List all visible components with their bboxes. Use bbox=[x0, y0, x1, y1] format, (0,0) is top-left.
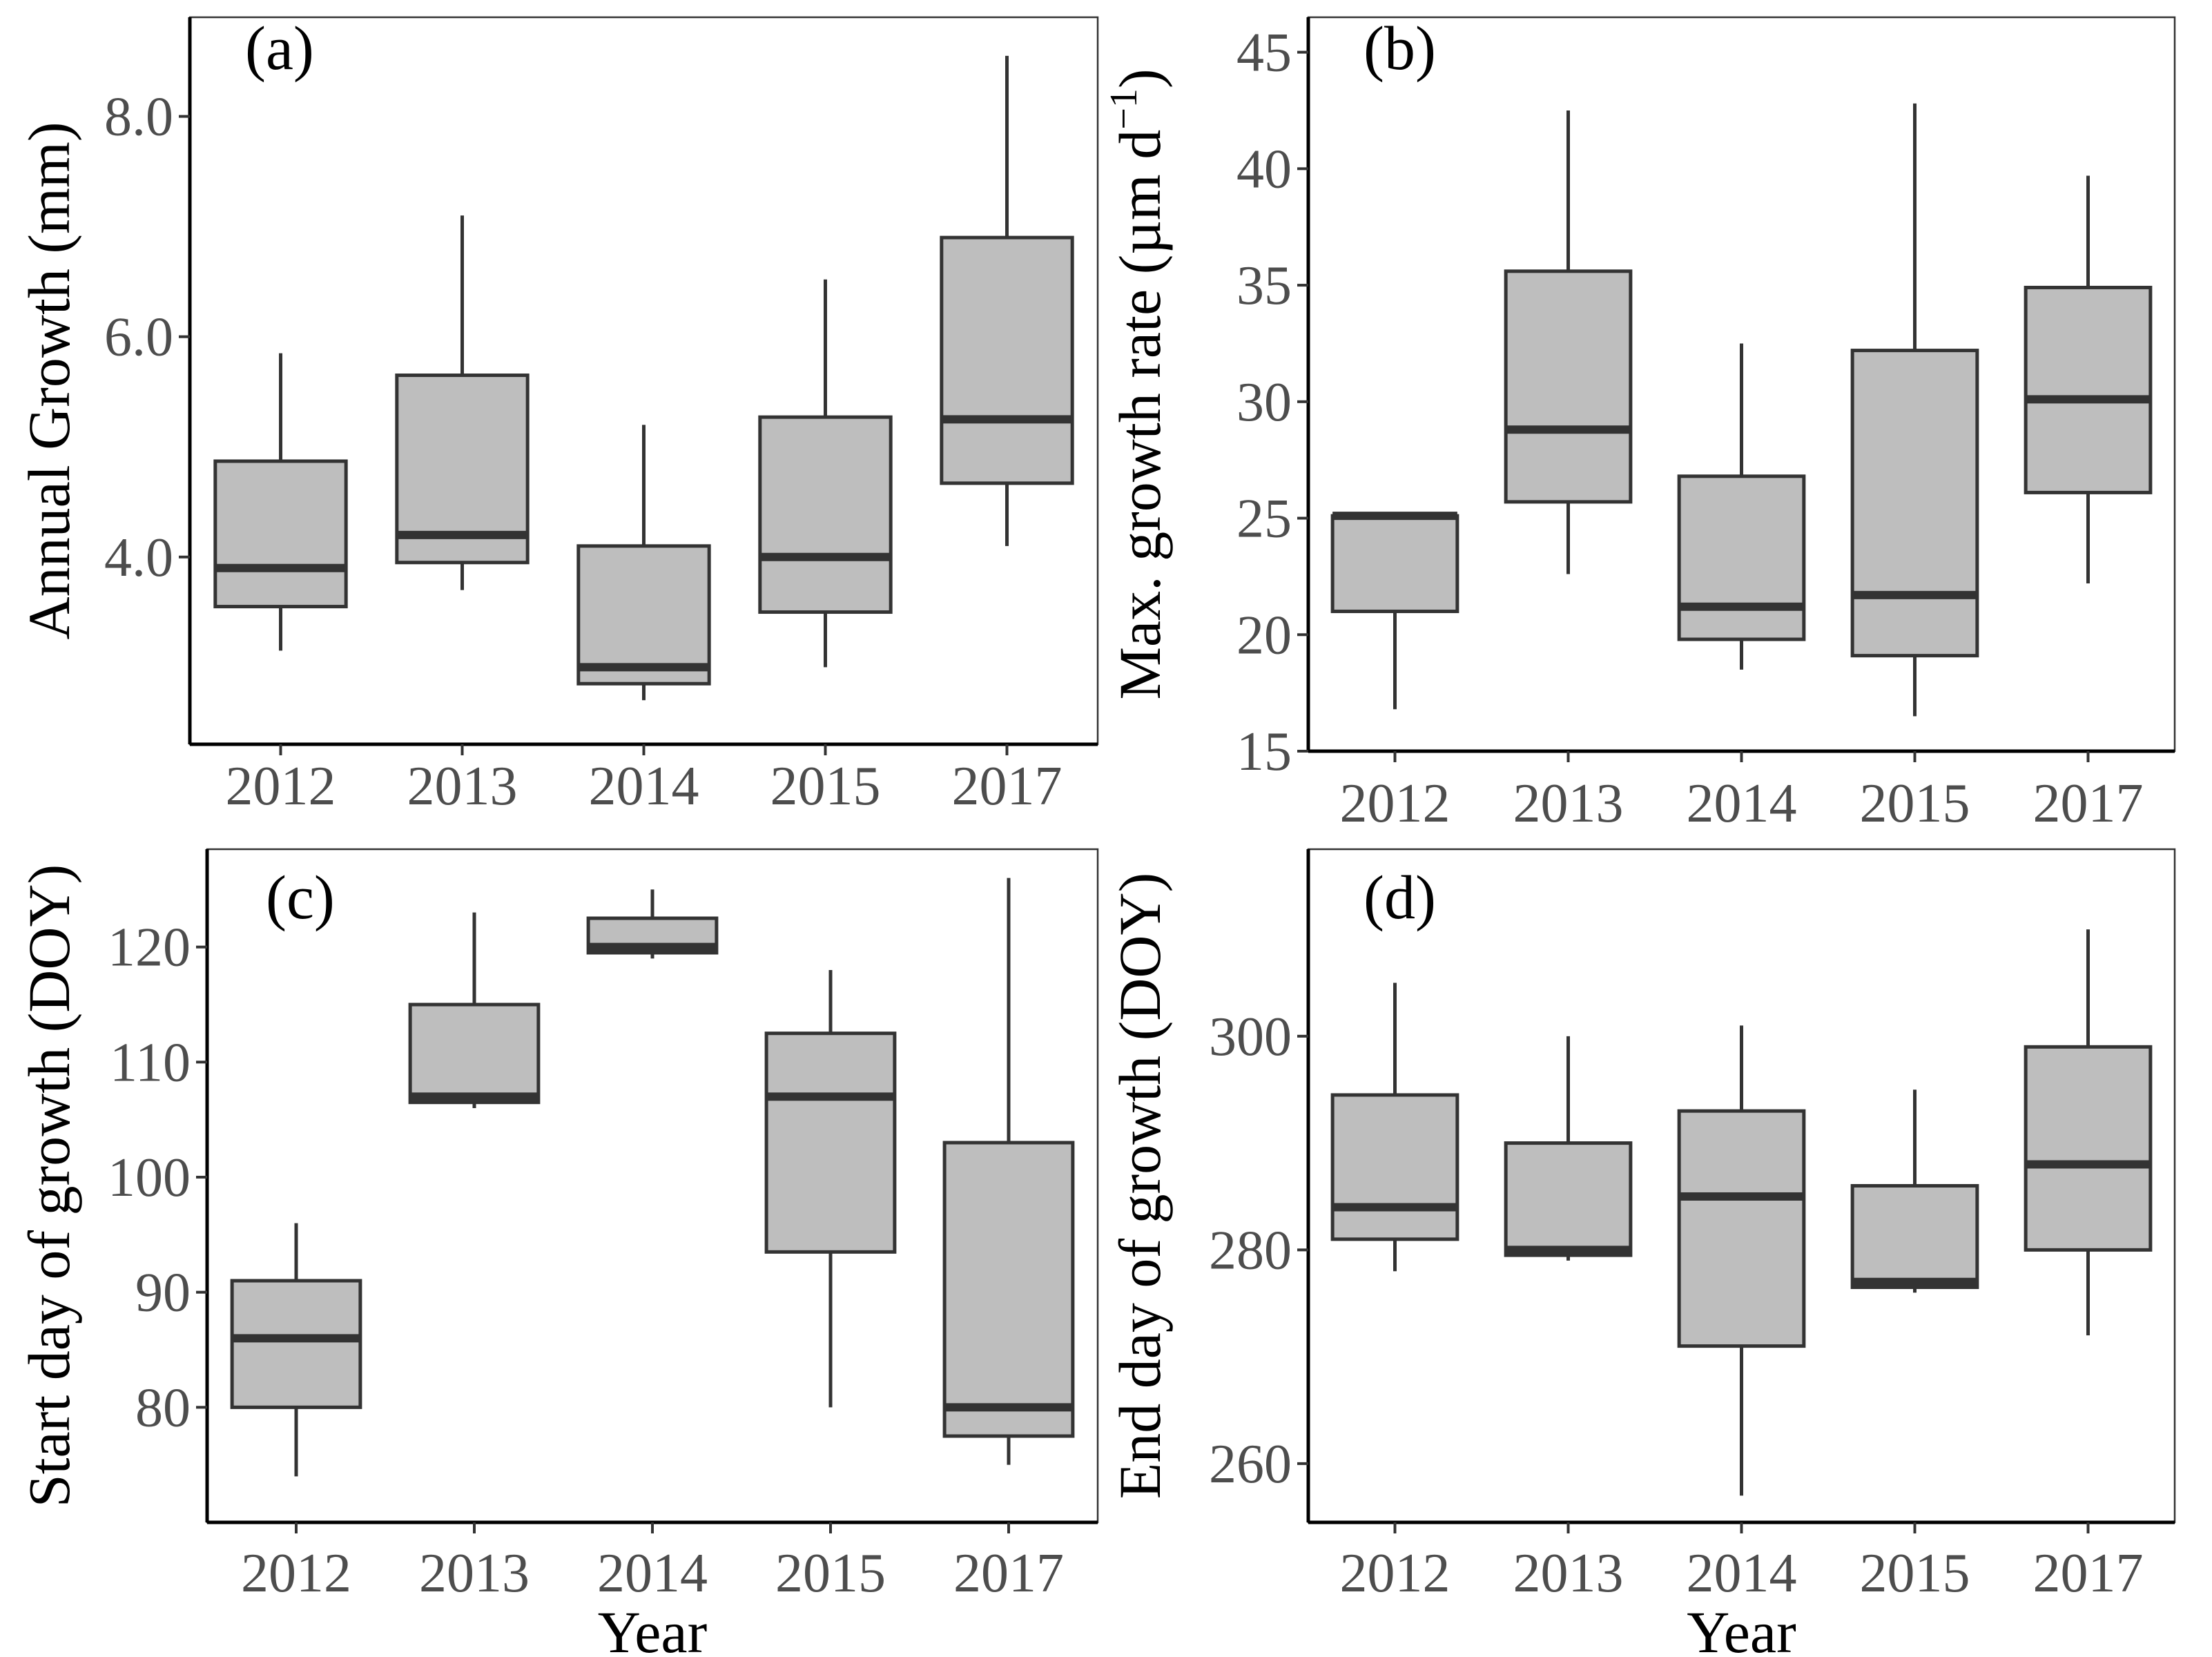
box-2015 bbox=[764, 970, 897, 1408]
box-iqr bbox=[1677, 474, 1806, 641]
y-axis-title-main: Max. growth rate (µm d bbox=[1107, 130, 1173, 700]
y-tick-label: 20 bbox=[1236, 605, 1292, 666]
box-iqr bbox=[213, 459, 348, 609]
panel-d: 260 280 300 2012 2013 2014 2015 2017 (d) End day … bbox=[1107, 848, 2176, 1657]
box-2014 bbox=[586, 889, 719, 959]
box-iqr bbox=[1504, 269, 1633, 504]
box-2014 bbox=[576, 425, 711, 701]
box-2012 bbox=[213, 353, 348, 651]
y-tick-label: 45 bbox=[1236, 23, 1292, 84]
y-tick-label: 90 bbox=[135, 1263, 191, 1324]
y-axis-title: Max. growth rate (µm d−1) bbox=[1103, 69, 1173, 700]
y-tick-label: 120 bbox=[108, 918, 191, 978]
y-tick-label: 8.0 bbox=[104, 87, 173, 148]
x-tick-label: 2017 bbox=[952, 756, 1063, 817]
y-tick-label: 40 bbox=[1236, 139, 1292, 200]
box-iqr bbox=[940, 235, 1074, 485]
box-iqr bbox=[1504, 1141, 1633, 1257]
box-2015 bbox=[758, 279, 893, 668]
box-iqr bbox=[1330, 1093, 1459, 1241]
x-tick-label: 2013 bbox=[407, 756, 518, 817]
y-tick-label: 100 bbox=[108, 1147, 191, 1208]
y-tick-label: 80 bbox=[135, 1377, 191, 1438]
x-tick-label: 2012 bbox=[1340, 773, 1451, 834]
panel-label: (d) bbox=[1364, 864, 1436, 932]
y-tick-label: 260 bbox=[1209, 1434, 1292, 1495]
panel-a: 4.0 6.0 8.0 2012 2013 2014 2015 2017 (a) Annual G… bbox=[16, 14, 1099, 817]
box-iqr bbox=[942, 1141, 1075, 1438]
panel-c: 80 90 100 110 120 2012 2013 2014 2015 2017 (c) Star… bbox=[16, 848, 1099, 1657]
y-tick-label: 35 bbox=[1236, 255, 1292, 316]
y-tick-label: 280 bbox=[1209, 1220, 1292, 1281]
x-tick-label: 2015 bbox=[1860, 1543, 1970, 1604]
x-tick-label: 2015 bbox=[1860, 773, 1970, 834]
y-axis-title-superscript: −1 bbox=[1103, 88, 1145, 130]
x-tick-label: 2017 bbox=[953, 1543, 1064, 1604]
y-axis-title: Start day of growth (DOY) bbox=[16, 864, 82, 1507]
box-2015 bbox=[1850, 103, 1979, 717]
box-iqr bbox=[1677, 1109, 1806, 1348]
box-2017 bbox=[942, 878, 1075, 1465]
box-2014 bbox=[1677, 1025, 1806, 1496]
y-tick-label: 15 bbox=[1236, 721, 1292, 782]
x-tick-label: 2014 bbox=[1687, 1543, 1797, 1604]
x-tick-label: 2017 bbox=[2033, 1543, 2144, 1604]
x-tick-label: 2013 bbox=[1513, 1543, 1624, 1604]
panel-label: (a) bbox=[245, 14, 314, 83]
box-2015 bbox=[1850, 1089, 1979, 1293]
panel-b: 15 20 25 30 35 40 45 2012 2013 2014 2015 2017 (b) Max… bbox=[1103, 14, 2176, 834]
y-tick-label: 6.0 bbox=[104, 307, 173, 368]
y-tick-label: 4.0 bbox=[104, 527, 173, 588]
x-tick-label: 2015 bbox=[775, 1543, 886, 1604]
y-tick-label: 30 bbox=[1236, 372, 1292, 433]
x-tick-label: 2012 bbox=[226, 756, 336, 817]
box-iqr bbox=[576, 544, 711, 686]
panel-label: (c) bbox=[266, 864, 335, 932]
box-2017 bbox=[940, 55, 1074, 546]
box-2013 bbox=[408, 912, 541, 1108]
box-2013 bbox=[1504, 110, 1633, 574]
box-iqr bbox=[2024, 1045, 2153, 1252]
box-2013 bbox=[1504, 1036, 1633, 1261]
x-tick-label: 2015 bbox=[770, 756, 881, 817]
y-axis-title: Annual Growth (mm) bbox=[16, 122, 82, 640]
box-2017 bbox=[2024, 175, 2153, 584]
box-2012 bbox=[1330, 512, 1459, 710]
x-tick-label: 2017 bbox=[2033, 773, 2144, 834]
x-tick-label: 2014 bbox=[1687, 773, 1797, 834]
x-axis-title: Year bbox=[1687, 1599, 1796, 1657]
x-axis-title: Year bbox=[598, 1599, 707, 1657]
y-axis-title: End day of growth (DOY) bbox=[1107, 873, 1173, 1500]
box-2017 bbox=[2024, 929, 2153, 1336]
x-tick-label: 2014 bbox=[597, 1543, 708, 1604]
y-tick-label: 300 bbox=[1209, 1007, 1292, 1067]
box-iqr bbox=[1850, 1184, 1979, 1290]
box-iqr bbox=[2024, 285, 2153, 494]
box-iqr bbox=[1330, 514, 1459, 614]
x-tick-label: 2013 bbox=[419, 1543, 530, 1604]
y-tick-label: 25 bbox=[1236, 489, 1292, 550]
x-tick-label: 2012 bbox=[1340, 1543, 1451, 1604]
box-2012 bbox=[1330, 982, 1459, 1272]
box-2013 bbox=[395, 215, 530, 590]
x-tick-label: 2012 bbox=[241, 1543, 351, 1604]
box-2012 bbox=[230, 1223, 362, 1477]
box-iqr bbox=[408, 1002, 541, 1105]
box-iqr bbox=[1850, 349, 1979, 658]
panel-label: (b) bbox=[1364, 14, 1436, 83]
box-iqr bbox=[230, 1279, 362, 1409]
box-2014 bbox=[1677, 343, 1806, 670]
x-tick-label: 2014 bbox=[589, 756, 699, 817]
y-tick-label: 110 bbox=[110, 1032, 191, 1093]
box-iqr bbox=[758, 415, 893, 614]
y-axis-title-end: ) bbox=[1107, 69, 1173, 89]
x-tick-label: 2013 bbox=[1513, 773, 1624, 834]
box-iqr bbox=[764, 1031, 897, 1254]
